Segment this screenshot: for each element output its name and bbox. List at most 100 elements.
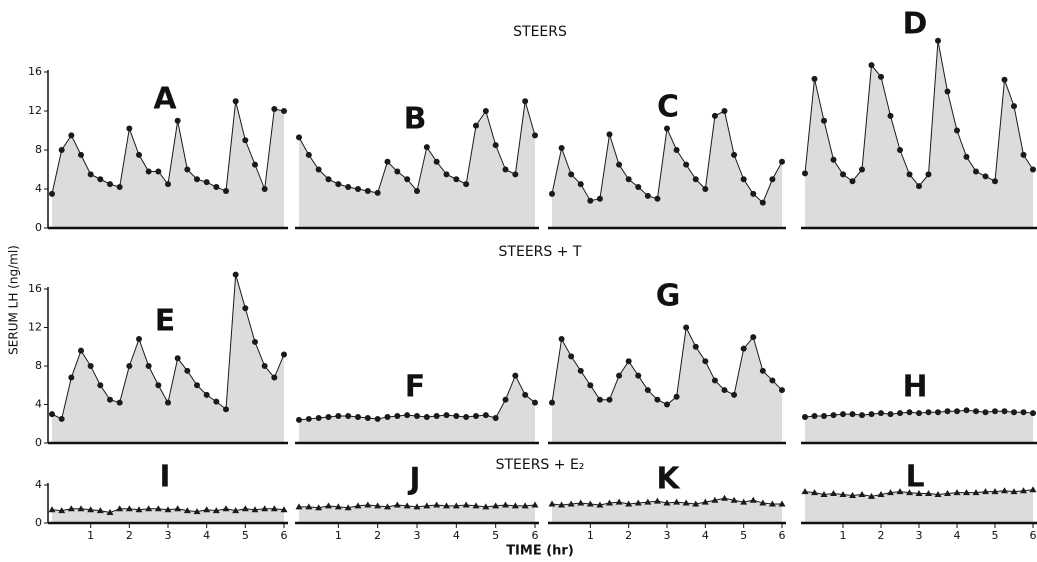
marker <box>271 374 278 381</box>
marker <box>849 411 856 418</box>
marker <box>830 156 837 163</box>
marker <box>232 98 239 105</box>
marker <box>821 117 827 124</box>
marker <box>878 73 884 80</box>
marker <box>213 184 220 191</box>
x-tick-label: 3 <box>664 529 671 542</box>
marker <box>973 168 979 175</box>
marker <box>887 112 894 119</box>
marker <box>252 338 258 345</box>
marker <box>364 414 371 421</box>
area-fill <box>52 101 284 228</box>
marker <box>78 347 84 354</box>
marker <box>925 171 932 178</box>
panel-letter: L <box>905 460 924 495</box>
marker <box>664 125 670 132</box>
marker <box>1020 487 1027 494</box>
marker <box>223 406 229 413</box>
panel-letter: C <box>657 90 679 125</box>
marker <box>558 336 565 343</box>
x-tick-label: 5 <box>242 529 249 542</box>
y-tick-label: 8 <box>35 359 42 372</box>
marker <box>935 37 941 44</box>
area-fill <box>299 504 535 523</box>
marker <box>963 407 970 414</box>
x-tick-label: 5 <box>492 529 499 542</box>
marker <box>768 500 776 507</box>
marker <box>315 504 323 511</box>
marker <box>897 147 903 153</box>
marker <box>558 145 565 152</box>
marker <box>992 178 998 185</box>
marker <box>164 506 172 513</box>
marker <box>232 507 240 514</box>
marker <box>859 166 865 173</box>
marker <box>730 496 738 503</box>
marker <box>849 491 856 498</box>
panel-letter: K <box>656 462 681 497</box>
marker <box>721 494 728 501</box>
marker <box>305 503 313 510</box>
marker <box>830 490 837 497</box>
marker <box>443 502 450 509</box>
marker <box>749 496 757 503</box>
marker <box>811 413 818 420</box>
marker <box>802 414 808 421</box>
marker <box>364 501 372 508</box>
marker <box>877 491 885 497</box>
marker <box>482 412 489 419</box>
marker <box>242 137 249 144</box>
marker <box>522 98 529 105</box>
marker <box>97 176 104 183</box>
marker <box>802 170 808 177</box>
marker <box>840 171 846 178</box>
marker <box>462 501 470 508</box>
marker <box>916 410 922 417</box>
marker <box>325 414 332 421</box>
marker <box>453 176 460 183</box>
panel-letter: B <box>404 102 427 137</box>
marker <box>878 410 884 417</box>
marker <box>868 411 875 418</box>
marker <box>193 508 201 515</box>
marker <box>682 499 690 506</box>
marker <box>887 489 894 496</box>
marker <box>568 353 575 360</box>
marker <box>184 166 191 173</box>
y-tick-label: 12 <box>28 104 42 117</box>
marker <box>778 500 786 507</box>
marker <box>596 195 603 202</box>
marker <box>759 199 766 206</box>
marker <box>944 490 951 497</box>
marker <box>954 127 960 134</box>
marker <box>335 181 342 188</box>
marker <box>77 505 85 512</box>
y-tick-label: 4 <box>35 478 42 491</box>
area-fill <box>805 40 1033 228</box>
marker <box>1029 486 1037 493</box>
marker <box>897 410 903 417</box>
marker <box>492 414 499 421</box>
y-axis-label: SERUM LH (ng/ml) <box>7 245 21 355</box>
marker <box>982 409 989 416</box>
marker <box>625 176 632 183</box>
panel-letter: H <box>902 370 927 405</box>
marker <box>472 502 480 509</box>
marker <box>241 505 249 512</box>
panel-letter: D <box>903 7 928 42</box>
marker <box>577 499 585 506</box>
x-tick-label: 6 <box>532 529 539 542</box>
area-fill <box>805 410 1033 443</box>
marker <box>549 399 555 406</box>
marker <box>906 409 913 416</box>
marker <box>384 414 391 421</box>
x-tick-label: 6 <box>281 529 288 542</box>
marker <box>849 178 856 185</box>
marker <box>830 412 837 419</box>
marker <box>916 183 922 190</box>
marker <box>174 117 181 124</box>
x-tick-label: 2 <box>625 529 632 542</box>
marker <box>740 498 748 505</box>
x-tick-label: 3 <box>916 529 923 542</box>
marker <box>414 187 420 194</box>
